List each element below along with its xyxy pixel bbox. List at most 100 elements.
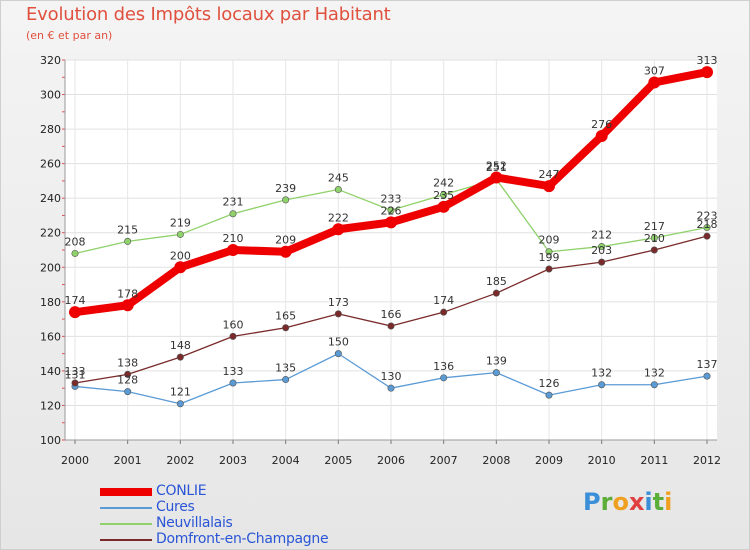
data-label-cures: 133 (223, 365, 244, 378)
x-tick-label: 2008 (482, 454, 510, 467)
data-label-cures: 121 (170, 386, 191, 399)
x-tick-label: 2006 (377, 454, 405, 467)
data-label-conlie: 307 (644, 64, 665, 77)
point-neuvillalais (440, 191, 448, 199)
data-label-cures: 130 (381, 370, 402, 383)
y-tick-label: 240 (40, 192, 61, 205)
x-tick-label: 2009 (535, 454, 563, 467)
point-neuvillalais (598, 243, 606, 251)
point-domfront-en-champagne (598, 258, 606, 266)
y-tick-label: 220 (40, 227, 61, 240)
data-label-neuvillalais: 231 (223, 196, 244, 209)
point-neuvillalais (545, 248, 553, 256)
point-domfront-en-champagne (703, 232, 711, 240)
x-tick-label: 2007 (430, 454, 458, 467)
point-cures (229, 379, 237, 387)
point-conlie (227, 244, 239, 256)
point-neuvillalais (229, 210, 237, 218)
point-cures (650, 381, 658, 389)
legend-swatch (100, 488, 152, 496)
point-domfront-en-champagne (282, 324, 290, 332)
point-domfront-en-champagne (229, 332, 237, 340)
point-neuvillalais (387, 206, 395, 214)
y-tick-label: 200 (40, 261, 61, 274)
y-tick-label: 180 (40, 296, 61, 309)
data-label-conlie: 313 (697, 54, 718, 67)
point-neuvillalais (334, 186, 342, 194)
point-cures (492, 369, 500, 377)
point-conlie (595, 130, 608, 142)
data-label-conlie: 235 (433, 189, 454, 202)
point-cures (176, 400, 184, 408)
data-label-conlie: 222 (328, 211, 349, 224)
logo-letter: r (600, 488, 613, 516)
x-tick-label: 2005 (324, 454, 352, 467)
point-cures (124, 388, 132, 396)
point-cures (387, 384, 395, 392)
y-tick-label: 280 (40, 123, 61, 136)
point-neuvillalais (71, 249, 79, 257)
data-label-domfront-en-champagne: 174 (433, 294, 454, 307)
point-domfront-en-champagne (387, 322, 395, 330)
point-conlie (385, 216, 397, 229)
point-conlie (437, 200, 450, 213)
point-conlie (648, 76, 661, 89)
chart-subtitle: (en € et par an) (26, 29, 113, 42)
data-label-cures: 136 (433, 360, 454, 373)
data-label-domfront-en-champagne: 133 (65, 365, 86, 378)
point-domfront-en-champagne (440, 308, 448, 316)
data-label-conlie: 276 (591, 118, 612, 131)
data-label-domfront-en-champagne: 138 (117, 356, 138, 369)
x-tick-label: 2001 (114, 454, 142, 467)
x-tick-label: 2011 (640, 454, 668, 467)
point-neuvillalais (282, 196, 290, 204)
point-domfront-en-champagne (334, 310, 342, 318)
data-label-cures: 126 (539, 377, 560, 390)
proxiti-logo: Proxiti (583, 488, 672, 516)
data-label-domfront-en-champagne: 210 (644, 232, 665, 245)
logo-letter: P (583, 488, 601, 516)
data-label-domfront-en-champagne: 165 (275, 310, 296, 323)
legend-swatch (100, 523, 152, 525)
data-label-neuvillalais: 208 (65, 235, 86, 248)
data-label-neuvillalais: 233 (381, 192, 402, 205)
data-label-conlie: 252 (486, 159, 507, 172)
legend-swatch (100, 507, 152, 509)
data-label-cures: 132 (644, 367, 665, 380)
data-label-neuvillalais: 209 (539, 234, 560, 247)
data-label-neuvillalais: 239 (275, 182, 296, 195)
legend-label: Domfront-en-Champagne (156, 531, 329, 547)
data-label-cures: 131 (65, 368, 86, 381)
logo-letter: t (652, 488, 665, 516)
point-conlie (174, 261, 187, 274)
x-tick-label: 2003 (219, 454, 247, 467)
point-conlie (543, 180, 555, 193)
point-cures (703, 372, 711, 380)
data-label-domfront-en-champagne: 218 (697, 218, 718, 231)
data-label-neuvillalais: 215 (117, 223, 138, 236)
point-domfront-en-champagne (650, 246, 658, 254)
data-label-cures: 135 (275, 362, 296, 375)
point-domfront-en-champagne (492, 289, 500, 297)
point-conlie (69, 306, 81, 319)
y-tick-label: 120 (40, 399, 61, 412)
point-domfront-en-champagne (545, 265, 553, 273)
y-tick-label: 300 (40, 89, 61, 102)
logo-letter: i (664, 488, 673, 516)
data-label-conlie: 226 (381, 204, 402, 217)
point-conlie (121, 299, 134, 312)
data-label-neuvillalais: 223 (697, 210, 718, 223)
data-label-neuvillalais: 245 (328, 172, 349, 185)
logo-letter: o (612, 488, 629, 516)
point-domfront-en-champagne (71, 379, 79, 387)
x-tick-label: 2002 (166, 454, 194, 467)
data-label-domfront-en-champagne: 173 (328, 296, 349, 309)
logo-letter: i (644, 488, 653, 516)
x-tick-label: 2004 (272, 454, 300, 467)
point-neuvillalais (703, 224, 711, 232)
y-tick-label: 100 (40, 434, 61, 447)
y-tick-label: 140 (40, 365, 61, 378)
data-label-conlie: 209 (275, 234, 296, 247)
y-tick-label: 320 (40, 54, 61, 67)
